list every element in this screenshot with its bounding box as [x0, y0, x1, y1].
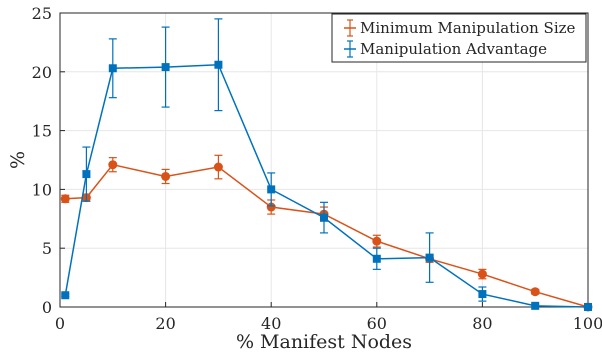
y-tick-label: 20 [32, 63, 52, 82]
data-point [214, 60, 223, 69]
data-point [60, 194, 70, 204]
x-axis-ticks: 0 20 40 60 80 100 [55, 302, 602, 333]
data-point [108, 64, 117, 73]
data-point [61, 291, 70, 300]
data-point [108, 160, 118, 170]
x-tick-label: 0 [55, 314, 65, 333]
legend-label: Minimum Manipulation Size [360, 19, 576, 37]
data-point [161, 171, 171, 181]
x-tick-label: 40 [261, 314, 281, 333]
legend-item-minimum-manipulation-size: Minimum Manipulation Size [344, 19, 576, 37]
legend-box [331, 13, 587, 63]
series-layer [60, 18, 593, 312]
legend-item-manipulation-advantage: Manipulation Advantage [344, 40, 547, 58]
data-point [82, 170, 91, 179]
data-point [266, 202, 276, 212]
legend: Minimum Manipulation Size Manipulation A… [331, 13, 587, 63]
legend-swatch [344, 40, 356, 58]
x-tick-label: 60 [367, 314, 387, 333]
data-point [320, 213, 328, 222]
data-point [425, 253, 434, 262]
data-point [372, 254, 381, 263]
y-tick-label: 15 [32, 122, 52, 141]
y-tick-label: 0 [42, 298, 52, 317]
data-point [530, 287, 540, 297]
data-point [477, 269, 487, 279]
data-point [478, 290, 487, 299]
data-point [267, 185, 276, 194]
data-point [531, 301, 540, 310]
x-tick-label: 20 [155, 314, 175, 333]
legend-swatch [344, 19, 356, 37]
data-point [372, 236, 382, 246]
series-1 [61, 18, 592, 311]
data-point [584, 303, 592, 311]
y-axis-label: % [7, 151, 29, 169]
y-tick-label: 5 [42, 239, 52, 258]
legend-label: Manipulation Advantage [360, 40, 547, 58]
data-point [161, 63, 170, 72]
x-tick-label: 100 [573, 314, 602, 333]
x-axis-label: % Manifest Nodes [236, 331, 412, 353]
x-tick-label: 80 [472, 314, 492, 333]
data-point [213, 162, 223, 172]
series-line [64, 63, 589, 308]
series-line [65, 163, 589, 308]
y-tick-label: 25 [32, 4, 52, 23]
y-tick-label: 10 [32, 180, 52, 199]
plot-frame [59, 12, 589, 308]
y-axis-ticks: 0 5 10 15 20 25 [32, 4, 65, 317]
